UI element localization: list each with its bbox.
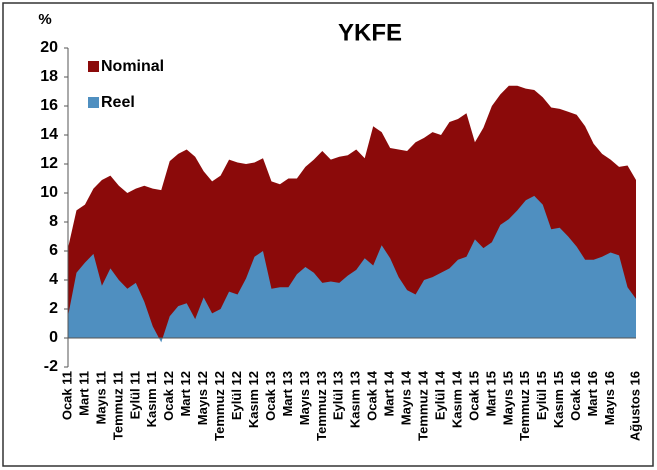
y-tick-label: 0	[49, 329, 58, 346]
x-tick-label: Eylül 12	[229, 371, 244, 420]
x-tick-label: Ocak 16	[568, 371, 583, 421]
x-tick-label: Mart 16	[585, 371, 600, 417]
legend-swatch	[88, 61, 99, 72]
x-tick-label: Temmuz 11	[110, 371, 125, 440]
x-tick-label: Temmuz 12	[212, 371, 227, 441]
legend-label: Reel	[101, 94, 135, 111]
x-tick-label: Temmuz 15	[517, 371, 532, 441]
legend-swatch	[88, 97, 99, 108]
x-tick-label: Ocak 15	[466, 371, 481, 421]
x-tick-label: Mayıs 13	[297, 371, 312, 425]
x-tick-label: Eylül 14	[432, 370, 447, 420]
y-tick-label: 14	[40, 126, 58, 143]
x-tick-label: Ocak 14	[365, 370, 380, 421]
y-axis-label: %	[38, 11, 51, 28]
chart-title: YKFE	[338, 19, 402, 46]
x-tick-label: Kasım 11	[144, 371, 159, 427]
y-tick-label: 6	[49, 242, 58, 259]
x-tick-label: Eylül 15	[534, 371, 549, 420]
x-tick-label: Eylül 13	[331, 371, 346, 420]
x-tick-label: Kasım 13	[348, 371, 363, 428]
x-tick-label: Mayıs 16	[602, 371, 617, 425]
x-tick-label: Mayıs 11	[93, 371, 108, 425]
y-tick-label: 18	[40, 68, 58, 85]
x-tick-label: Eylül 11	[127, 371, 142, 419]
x-tick-label: Mart 11	[76, 371, 91, 416]
x-tick-label: Mart 14	[382, 370, 397, 416]
x-tick-label: Temmuz 13	[314, 371, 329, 441]
x-tick-label: Mayıs 12	[195, 371, 210, 425]
x-tick-label: Mart 13	[280, 371, 295, 417]
y-tick-label: 20	[40, 39, 58, 56]
y-tick-label: 2	[49, 300, 58, 317]
y-tick-label: 4	[49, 271, 58, 288]
x-tick-label: Kasım 12	[246, 371, 261, 428]
x-tick-label: Kasım 15	[551, 371, 566, 428]
x-tick-label: Ocak 13	[263, 371, 278, 421]
area	[68, 195, 636, 343]
y-tick-label: 16	[40, 97, 58, 114]
y-tick-label: 8	[49, 213, 58, 230]
x-tick-label: Mart 15	[483, 371, 498, 417]
x-tick-label: Mart 12	[178, 371, 193, 417]
x-tick-label: Mayıs 14	[399, 370, 414, 425]
x-tick-label: Kasım 14	[449, 370, 464, 428]
y-tick-label: -2	[44, 358, 58, 375]
x-tick-label: Ocak 12	[161, 371, 176, 421]
legend-label: Nominal	[101, 58, 164, 75]
y-tick-label: 10	[40, 184, 58, 201]
x-tick-label: Ocak 11	[59, 371, 74, 420]
x-tick-label: Mayıs 15	[500, 371, 515, 425]
x-tick-label: Temmuz 14	[415, 370, 430, 441]
x-tick-label: Ağustos 16	[627, 371, 642, 441]
y-tick-label: 12	[40, 155, 58, 172]
